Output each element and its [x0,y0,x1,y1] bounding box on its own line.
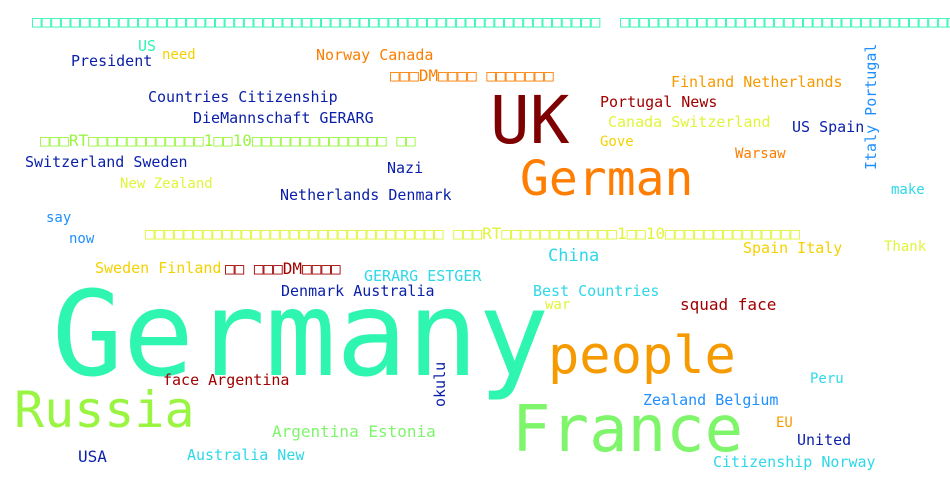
word-gove: Gove [600,134,634,150]
word-australia-new: Australia New [187,446,305,464]
word-people: people [548,326,736,386]
word-usa: USA [78,447,107,466]
word-denmark-australia: Denmark Australia [281,282,435,300]
word-eu: EU [776,415,793,431]
word-netherlands-denmark: Netherlands Denmark [280,186,452,204]
word-top-boxes-1: □□□□□□□□□□□□□□□□□□□□□□□□□□□□□□□□□□□□□□□□… [32,12,601,31]
word-sweden-finland: Sweden Finland [95,259,222,277]
word-best-countries: Best Countries [533,282,660,300]
word-citizenship-norway: Citizenship Norway [713,453,876,471]
word-us: US [138,37,157,55]
word-president: President [71,52,153,70]
word-war: war [545,297,571,313]
word-warsaw: Warsaw [735,146,786,162]
word-thank: Thank [884,239,927,255]
word-spain-italy: Spain Italy [743,239,843,257]
word-italy-portugal: Italy Portugal [862,43,880,170]
word-countries-citizenship: Countries Citizenship [148,88,338,106]
word-finland-netherlands: Finland Netherlands [671,73,843,91]
word-uk: UK [490,82,570,159]
word-okulu: okulu [431,361,449,407]
word-top-boxes-2: □□□□□□□□□□□□□□□□□□□□□□□□□□□□□□□□□□□□□□ [620,12,950,31]
word-say: say [46,210,72,226]
word-rt-line: □□□RT□□□□□□□□□□□□1□□10□□□□□□□□□□□□□□ □□ [40,131,416,150]
word-squad-face: squad face [680,295,777,314]
word-russia: Russia [14,381,195,439]
word-dm-boxes: □□□DM□□□□ □□□□□□□ [390,66,554,85]
word-need: need [162,47,196,63]
word-gerarg-estger: GERARG ESTGER [364,267,482,285]
word-switzerland-sweden: Switzerland Sweden [25,153,188,171]
word-peru: Peru [810,371,844,387]
word-nazi: Nazi [387,159,424,177]
word-face-argentina: face Argentina [163,371,290,389]
word-argentina-estonia: Argentina Estonia [272,422,436,441]
word-canada-switzerland: Canada Switzerland [608,113,771,131]
word-united: United [797,431,852,449]
word-dm-short: □□ □□□DM□□□□ [225,259,341,278]
word-germany: Germany [52,265,550,403]
word-portugal-news: Portugal News [600,93,718,111]
word-new-zealand: New Zealand [120,176,213,192]
word-zealand-belgium: Zealand Belgium [643,391,779,409]
word-long-boxes: □□□□□□□□□□□□□□□□□□□□□□□□□□□□□□□ □□□RT□□□… [145,224,801,243]
word-us-spain: US Spain [792,118,865,136]
word-now: now [69,231,95,247]
word-china: China [548,246,600,266]
word-make: make [891,182,925,198]
word-german: German [520,151,694,207]
word-diemannschaft: DieMannschaft GERARG [193,109,374,127]
word-france: France [512,393,744,467]
word-norway-canada: Norway Canada [316,46,434,64]
